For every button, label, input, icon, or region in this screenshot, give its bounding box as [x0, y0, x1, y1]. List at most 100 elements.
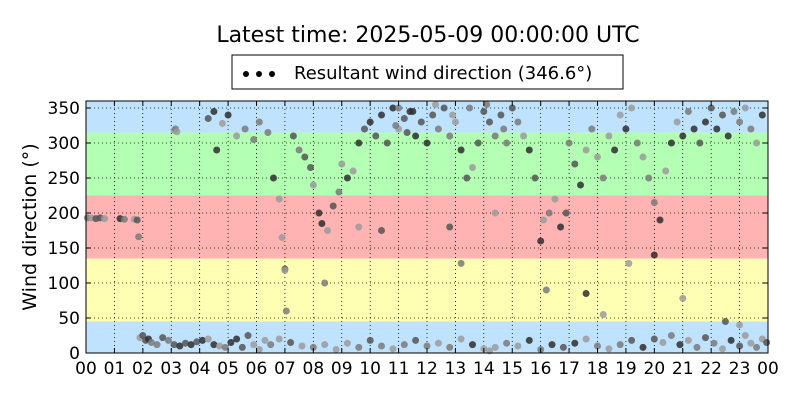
y-axis-label: Wind direction (°) — [19, 143, 41, 310]
data-point — [650, 335, 658, 343]
data-point — [403, 129, 411, 136]
data-point — [667, 332, 675, 339]
data-point — [199, 336, 206, 344]
data-point — [656, 216, 664, 224]
data-point — [763, 339, 771, 346]
x-tick-label: 09 — [331, 359, 353, 379]
data-point — [309, 343, 317, 351]
data-point — [216, 342, 224, 350]
data-point — [628, 336, 636, 344]
data-point — [295, 146, 303, 154]
data-point — [389, 104, 397, 112]
data-point — [213, 146, 221, 154]
data-point — [315, 209, 323, 217]
data-point — [466, 104, 474, 112]
data-point — [491, 209, 499, 217]
data-point — [679, 294, 687, 302]
x-tick-label: 13 — [445, 359, 467, 379]
data-point — [301, 153, 309, 161]
data-point — [412, 132, 420, 140]
data-point — [298, 342, 306, 350]
data-point — [281, 266, 289, 274]
data-point — [378, 227, 385, 234]
data-point — [244, 332, 252, 339]
y-tick-label: 50 — [58, 309, 80, 329]
data-point — [582, 335, 590, 343]
y-tick-label: 150 — [48, 239, 80, 259]
data-point — [383, 139, 391, 147]
data-point — [324, 227, 331, 234]
data-point — [514, 342, 522, 350]
data-point — [159, 334, 167, 342]
data-point — [684, 108, 692, 115]
legend-marker-dot — [256, 71, 262, 77]
data-point — [255, 118, 263, 126]
data-point — [594, 342, 601, 350]
data-point — [724, 132, 732, 140]
data-point — [434, 125, 442, 133]
x-tick-label: 15 — [501, 359, 523, 379]
data-point — [562, 209, 570, 217]
x-tick-label: 02 — [132, 359, 154, 379]
data-point — [736, 342, 744, 350]
data-point — [261, 336, 269, 344]
data-point — [508, 104, 516, 112]
data-point — [721, 318, 729, 325]
data-point — [741, 332, 749, 339]
data-point — [457, 146, 465, 154]
data-point — [667, 139, 675, 147]
data-point — [135, 233, 143, 241]
data-point — [423, 342, 431, 350]
x-tick-label: 22 — [700, 359, 722, 379]
data-point — [457, 335, 465, 343]
data-point — [514, 118, 522, 126]
data-point — [616, 111, 624, 119]
data-point — [449, 111, 457, 119]
x-tick-label: 19 — [615, 359, 637, 379]
x-tick-label: 00 — [757, 359, 779, 379]
data-point — [491, 343, 499, 351]
data-point — [588, 125, 596, 133]
data-point — [440, 104, 448, 112]
data-point — [474, 139, 482, 147]
data-point — [747, 339, 755, 347]
data-point — [335, 188, 343, 196]
data-point — [571, 339, 579, 347]
data-point — [684, 336, 692, 344]
x-tick-label: 14 — [473, 359, 495, 379]
y-tick-label: 200 — [48, 204, 80, 224]
data-point — [372, 132, 380, 140]
data-point — [101, 215, 108, 223]
x-tick-label: 00 — [75, 359, 97, 379]
data-point — [204, 115, 212, 122]
data-point — [307, 164, 314, 171]
data-point — [366, 336, 374, 344]
data-point — [639, 153, 647, 161]
data-point — [233, 335, 241, 343]
data-point — [241, 125, 249, 133]
x-tick-label: 06 — [246, 359, 268, 379]
x-tick-label: 08 — [303, 359, 325, 379]
data-point — [676, 341, 684, 349]
data-point — [355, 223, 363, 231]
x-tick-label: 11 — [388, 359, 410, 379]
data-point — [707, 104, 715, 112]
data-point — [349, 167, 357, 175]
data-point — [622, 125, 630, 133]
data-point — [446, 223, 454, 231]
data-point — [679, 132, 687, 140]
data-point — [446, 132, 454, 140]
x-tick-label: 18 — [587, 359, 609, 379]
y-tick-label: 100 — [48, 274, 80, 294]
x-tick-label: 01 — [104, 359, 126, 379]
data-point — [730, 108, 738, 115]
data-point — [153, 341, 161, 349]
data-point — [577, 181, 584, 189]
y-tick-label: 350 — [48, 99, 80, 119]
data-point — [332, 346, 340, 353]
data-point — [753, 343, 761, 351]
data-point — [409, 108, 417, 115]
data-point — [696, 139, 704, 147]
data-point — [187, 341, 195, 349]
data-point — [500, 125, 508, 133]
